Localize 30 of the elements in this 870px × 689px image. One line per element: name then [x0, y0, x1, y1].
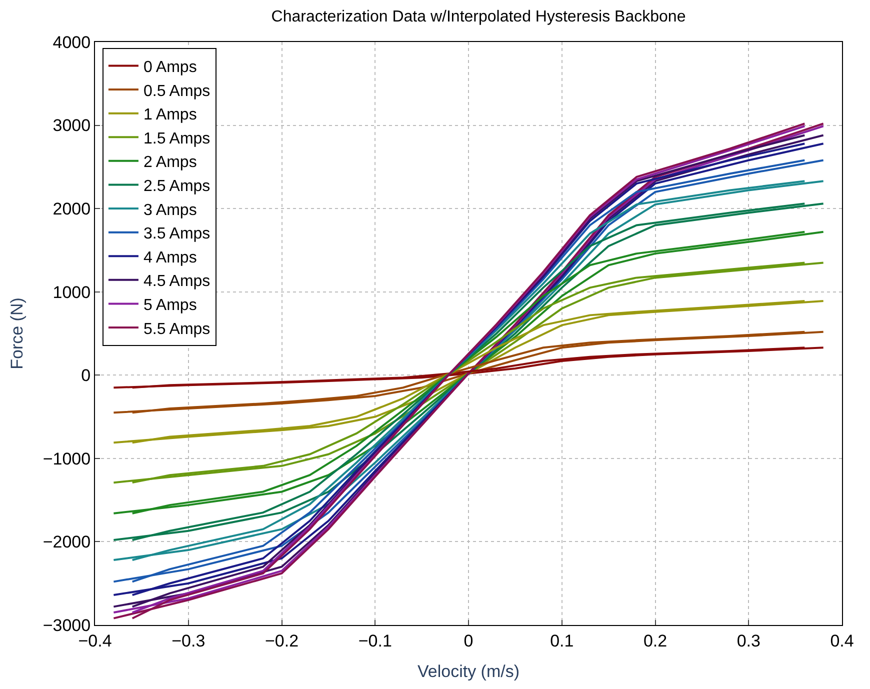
- y-tick-label: 0: [81, 366, 91, 386]
- legend-label: 5.5 Amps: [143, 320, 210, 338]
- y-tick-label: −1000: [42, 449, 91, 468]
- x-tick-label: 0.3: [736, 631, 760, 650]
- legend-label: 4 Amps: [143, 249, 197, 266]
- legend-label: 5 Amps: [143, 296, 197, 314]
- y-tick-label: 2000: [52, 200, 91, 219]
- y-tick-label: −2000: [42, 532, 91, 552]
- legend-label: 1 Amps: [143, 106, 197, 124]
- legend-label: 3.5 Amps: [143, 226, 210, 243]
- y-tick-label: 4000: [52, 32, 91, 52]
- legend-label: 0 Amps: [143, 58, 197, 76]
- legend-label: 2 Amps: [143, 154, 197, 172]
- x-tick-label: −0.2: [264, 631, 299, 650]
- legend-label: 2.5 Amps: [143, 178, 210, 195]
- legend-label: 3 Amps: [143, 202, 197, 219]
- y-axis-title: Force (N): [7, 298, 26, 370]
- x-tick-label: −0.1: [358, 631, 392, 650]
- legend-label: 0.5 Amps: [143, 82, 210, 100]
- legend-label: 4.5 Amps: [143, 273, 210, 290]
- x-axis-title: Velocity (m/s): [417, 662, 520, 681]
- chart-title: Characterization Data w/Interpolated Hysteresis Backbone: [271, 8, 686, 26]
- x-tick-label: 0: [464, 631, 474, 650]
- legend-label: 1.5 Amps: [143, 130, 210, 148]
- x-tick-label: 0.4: [830, 631, 854, 650]
- x-tick-label: 0.2: [643, 631, 668, 650]
- y-tick-label: 3000: [52, 116, 91, 136]
- y-tick-label: 1000: [52, 282, 91, 302]
- x-tick-label: −0.3: [172, 631, 206, 650]
- x-tick-label: 0.1: [550, 631, 574, 650]
